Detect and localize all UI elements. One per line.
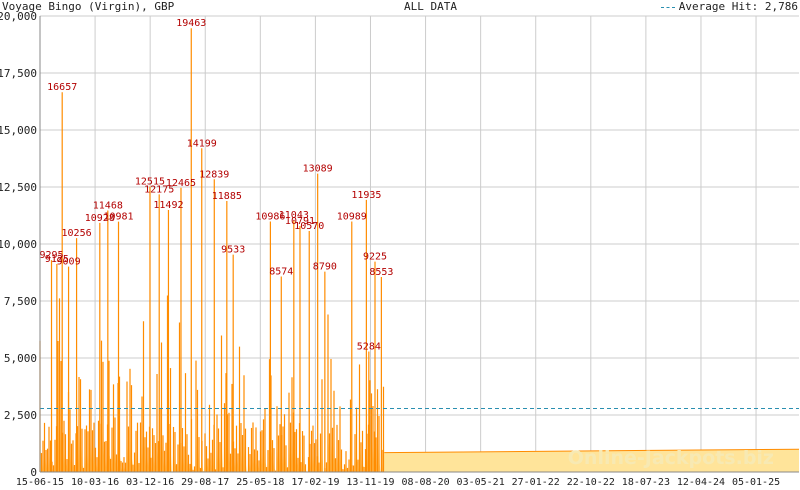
hit-series	[39, 28, 800, 472]
peak-value-label: 9009	[57, 257, 81, 268]
peak-value-label: 10791	[285, 216, 315, 227]
x-tick-label: 25-05-18	[236, 477, 284, 488]
y-tick-label: 2,500	[4, 409, 37, 422]
x-tick-label: 03-05-21	[457, 477, 505, 488]
peak-value-label: 16657	[47, 82, 77, 93]
area-fill	[40, 28, 799, 472]
peak-value-label: 12515	[135, 177, 165, 188]
peak-value-label: 10989	[337, 211, 367, 222]
x-tick-label: 18-07-23	[622, 477, 670, 488]
peak-value-label: 11885	[212, 191, 242, 202]
x-tick-label: 08-08-20	[401, 477, 449, 488]
y-tick-label: 15,000	[0, 124, 37, 137]
peak-value-label: 10928	[85, 213, 115, 224]
x-tick-label: 05-01-25	[732, 477, 780, 488]
x-tick-label: 13-11-19	[346, 477, 394, 488]
peak-value-label: 9225	[363, 252, 387, 263]
peak-value-label: 11492	[153, 200, 183, 211]
peak-value-label: 8574	[269, 267, 293, 278]
average-line-swatch	[660, 6, 675, 8]
peak-value-label: 9533	[221, 245, 245, 256]
peak-value-label: 9125	[45, 254, 69, 265]
peak-value-label: 8790	[313, 262, 337, 273]
x-tick-label: 22-10-22	[567, 477, 615, 488]
peak-value-label: 10981	[103, 212, 133, 223]
peak-value-label: 8553	[369, 267, 393, 278]
axes: 0 2,500 5,000 7,500 10,000 12,500 15,000 17,500…	[0, 10, 799, 488]
peak-value-label: 12839	[199, 169, 229, 180]
y-tick-label: 7,500	[4, 295, 37, 308]
x-tick-label: 03-12-16	[126, 477, 174, 488]
peak-value-label: 11468	[93, 201, 123, 212]
y-tick-label: 17,500	[0, 67, 37, 80]
chart-title: Voyage Bingo (Virgin), GBP	[2, 0, 175, 13]
x-tick-label: 12-04-24	[677, 477, 725, 488]
grid-lines	[39, 15, 799, 473]
peak-value-label: 12465	[166, 178, 196, 189]
peak-value-label: 5284	[357, 342, 381, 353]
y-tick-label: 10,000	[0, 238, 37, 251]
peak-value-label: 10256	[62, 228, 92, 239]
y-tick-label: 0	[30, 466, 37, 479]
x-tick-label: 15-06-15	[16, 477, 64, 488]
watermark: Online-Jackpots.biz	[567, 447, 774, 469]
y-tick-label: 12,500	[0, 181, 37, 194]
peak-value-label: 12175	[144, 184, 174, 195]
peak-value-label: 10986	[255, 212, 285, 223]
y-tick-label: 20,000	[0, 10, 37, 23]
peak-value-label: 11935	[351, 190, 381, 201]
x-tick-label: 29-08-17	[181, 477, 229, 488]
y-tick-label: 5,000	[4, 352, 37, 365]
peak-value-label: 10570	[294, 221, 324, 232]
peak-value-label: 9295	[39, 250, 63, 261]
peak-value-label: 13089	[303, 164, 333, 175]
peak-value-label: 11043	[279, 210, 309, 221]
x-tick-label: 17-02-19	[291, 477, 339, 488]
x-tick-label: 27-01-22	[512, 477, 560, 488]
legend-label: Average Hit: 2,786	[678, 0, 798, 13]
tail-line	[384, 448, 800, 454]
legend: Average Hit: 2,786	[660, 0, 798, 13]
x-tick-label: 10-03-16	[71, 477, 119, 488]
hits-area	[40, 28, 799, 472]
peak-value-label: 19463	[176, 18, 206, 29]
chart-subtitle: ALL DATA	[404, 0, 457, 13]
peak-value-label: 14199	[187, 138, 217, 149]
